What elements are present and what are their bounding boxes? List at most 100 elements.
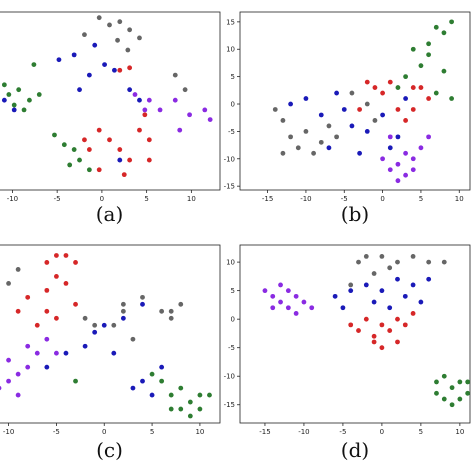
- point: [140, 301, 145, 307]
- point: [101, 322, 107, 328]
- point: [73, 378, 78, 384]
- y-tick-label: 15: [226, 18, 235, 26]
- point: [61, 142, 67, 148]
- point: [73, 260, 78, 265]
- point: [96, 167, 102, 173]
- point: [187, 399, 193, 405]
- point: [182, 87, 188, 93]
- point: [25, 364, 31, 370]
- x-tick-label: -5: [341, 195, 348, 203]
- point: [449, 96, 454, 101]
- point: [426, 52, 431, 58]
- y-tick-label: 0: [231, 316, 235, 324]
- point: [403, 96, 408, 101]
- point: [278, 299, 283, 305]
- point: [15, 392, 21, 398]
- plot-frame: [239, 11, 471, 191]
- point: [356, 328, 361, 333]
- point: [178, 385, 184, 391]
- point: [348, 282, 354, 288]
- point: [303, 96, 309, 101]
- point: [387, 134, 393, 140]
- point: [6, 378, 11, 384]
- point: [270, 293, 276, 299]
- x-tick-label: 10: [455, 195, 464, 203]
- point: [11, 107, 17, 113]
- x-tick-label: 5: [150, 428, 154, 436]
- point: [71, 52, 77, 58]
- point: [149, 392, 155, 398]
- point: [36, 92, 42, 97]
- caption: (a): [96, 202, 124, 226]
- point: [31, 62, 37, 67]
- point: [426, 41, 431, 47]
- point: [410, 85, 416, 90]
- point: [146, 157, 152, 163]
- point: [418, 63, 424, 69]
- point: [332, 293, 338, 299]
- point: [363, 316, 369, 322]
- caption: (c): [96, 438, 123, 462]
- point: [142, 107, 148, 113]
- point: [387, 79, 393, 85]
- point: [285, 288, 291, 294]
- point: [278, 282, 283, 288]
- point: [403, 118, 408, 123]
- y-tick-label: -10: [224, 155, 235, 163]
- y-tick-label: 5: [231, 73, 235, 81]
- point: [127, 87, 133, 93]
- point: [92, 42, 98, 48]
- point: [1, 97, 7, 103]
- point: [140, 294, 145, 300]
- point: [457, 396, 463, 402]
- point: [280, 150, 286, 156]
- point: [387, 145, 393, 151]
- y-tick-label: 10: [226, 46, 235, 54]
- point: [449, 19, 454, 25]
- point: [54, 350, 59, 356]
- point: [178, 301, 184, 307]
- point: [371, 271, 377, 276]
- point: [6, 92, 12, 97]
- point: [379, 345, 385, 351]
- x-tick-label: -10: [7, 195, 18, 203]
- point: [426, 96, 431, 101]
- point: [434, 379, 439, 385]
- y-tick-label: -5: [228, 344, 235, 352]
- point: [288, 101, 293, 107]
- point: [410, 46, 416, 52]
- point: [285, 305, 291, 311]
- point: [34, 350, 40, 356]
- point: [168, 315, 174, 321]
- point: [137, 127, 142, 133]
- x-tick-label: -15: [262, 195, 273, 203]
- point: [67, 162, 73, 168]
- point: [371, 339, 377, 345]
- point: [410, 107, 416, 112]
- point: [379, 254, 385, 259]
- point: [146, 97, 152, 103]
- point: [117, 157, 123, 163]
- y-tick-label: -15: [224, 183, 235, 191]
- point: [102, 62, 107, 67]
- x-tick-label: -15: [259, 428, 270, 436]
- point: [402, 293, 408, 299]
- point: [262, 288, 268, 294]
- point: [380, 90, 385, 96]
- point: [449, 402, 455, 408]
- point: [288, 134, 293, 140]
- x-tick-label: 5: [144, 195, 148, 203]
- point: [34, 322, 40, 328]
- point: [82, 137, 87, 143]
- point: [86, 167, 92, 173]
- point: [117, 19, 123, 25]
- point: [318, 112, 324, 118]
- point: [387, 328, 393, 333]
- point: [63, 280, 69, 286]
- point: [111, 322, 117, 328]
- point: [168, 392, 174, 398]
- point: [357, 150, 362, 156]
- point: [379, 288, 385, 294]
- point: [418, 299, 424, 305]
- point: [125, 47, 131, 53]
